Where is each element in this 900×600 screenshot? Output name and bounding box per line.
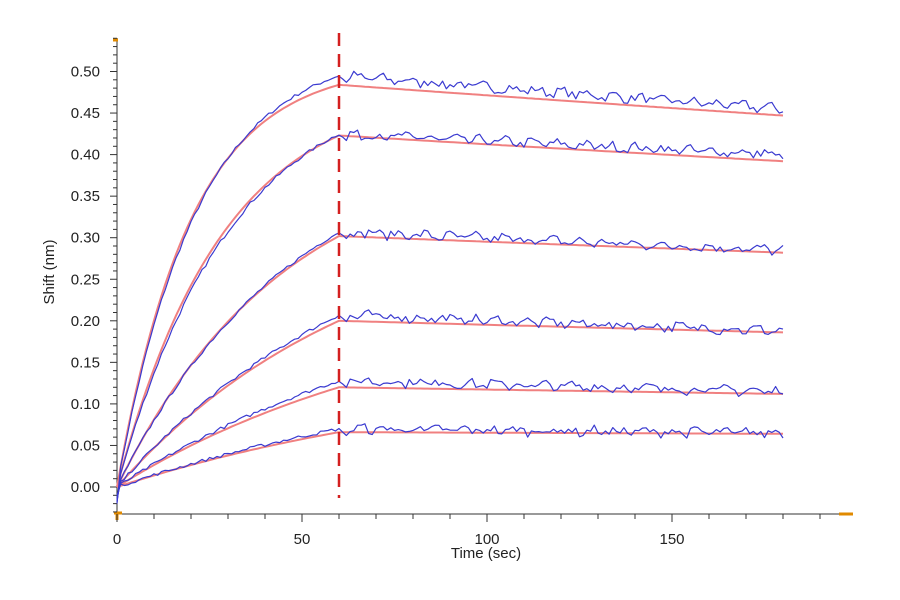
x-tick-label: 100 [474,531,499,548]
y-tick-label: 0.20 [71,313,100,330]
x-axis-title: Time (sec) [451,545,521,562]
y-tick-label: 0.10 [71,396,100,413]
fit-curve-1 [116,83,784,488]
y-tick-label: 0.00 [71,479,100,496]
fit-curve-3 [116,234,784,488]
x-tick-label: 50 [294,531,311,548]
y-axis-title: Shift (nm) [41,239,58,304]
y-tick-label: 0.15 [71,354,100,371]
y-tick-label: 0.40 [71,147,100,164]
x-tick-label: 150 [659,531,684,548]
fit-curves [116,83,784,488]
measured-curve-5 [116,377,784,498]
measured-curve-6 [116,423,784,496]
measured-curves [116,70,784,504]
y-tick-label: 0.50 [71,64,100,81]
axes: 0.00 0.05 0.10 0.15 0.20 0.25 0.30 0.35 0.40 0.45… [71,37,853,548]
fit-curve-4 [116,319,784,488]
y-tick-label: 0.05 [71,437,100,454]
fit-curve-6 [116,431,783,488]
x-tick-label: 0 [113,531,121,548]
fit-curve-5 [116,386,783,488]
y-tick-label: 0.25 [71,271,100,288]
measured-curve-4 [116,309,784,499]
measured-curve-3 [116,229,784,501]
y-tick-label: 0.30 [71,230,100,247]
measured-curve-2 [116,129,784,503]
measured-curve-1 [116,70,784,504]
y-tick-label: 0.45 [71,105,100,122]
fit-curve-2 [116,134,784,488]
y-tick-label: 0.35 [71,188,100,205]
